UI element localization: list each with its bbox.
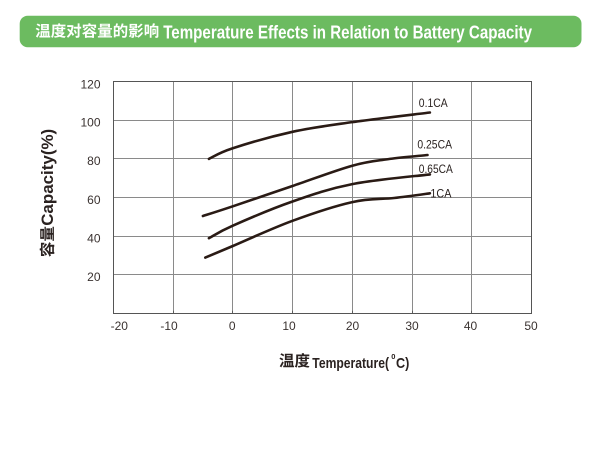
svg-text:60: 60: [87, 193, 101, 207]
svg-text:-10: -10: [160, 319, 178, 333]
svg-text:0.65CA: 0.65CA: [419, 162, 453, 176]
svg-text:-20: -20: [111, 319, 129, 333]
svg-text:0.1CA: 0.1CA: [419, 96, 448, 110]
svg-text:Capacity(%): Capacity(%): [39, 129, 57, 226]
svg-text:10: 10: [282, 319, 296, 333]
svg-text:C): C): [396, 355, 409, 372]
svg-text:20: 20: [87, 270, 101, 284]
svg-text:20: 20: [346, 319, 360, 333]
svg-text:Temperature Effects in Relatio: Temperature Effects in Relation to Batte…: [163, 22, 532, 42]
svg-text:0: 0: [391, 352, 395, 361]
svg-text:0.25CA: 0.25CA: [417, 138, 452, 152]
svg-text:80: 80: [87, 154, 101, 168]
svg-text:1CA: 1CA: [430, 186, 451, 200]
svg-text:40: 40: [87, 232, 101, 246]
svg-text:40: 40: [464, 319, 478, 333]
svg-text:50: 50: [524, 319, 538, 333]
svg-text:0: 0: [229, 319, 236, 333]
svg-text:100: 100: [80, 115, 100, 129]
svg-text:Temperature(: Temperature(: [312, 355, 389, 372]
svg-text:30: 30: [405, 319, 419, 333]
svg-text:120: 120: [80, 77, 100, 91]
